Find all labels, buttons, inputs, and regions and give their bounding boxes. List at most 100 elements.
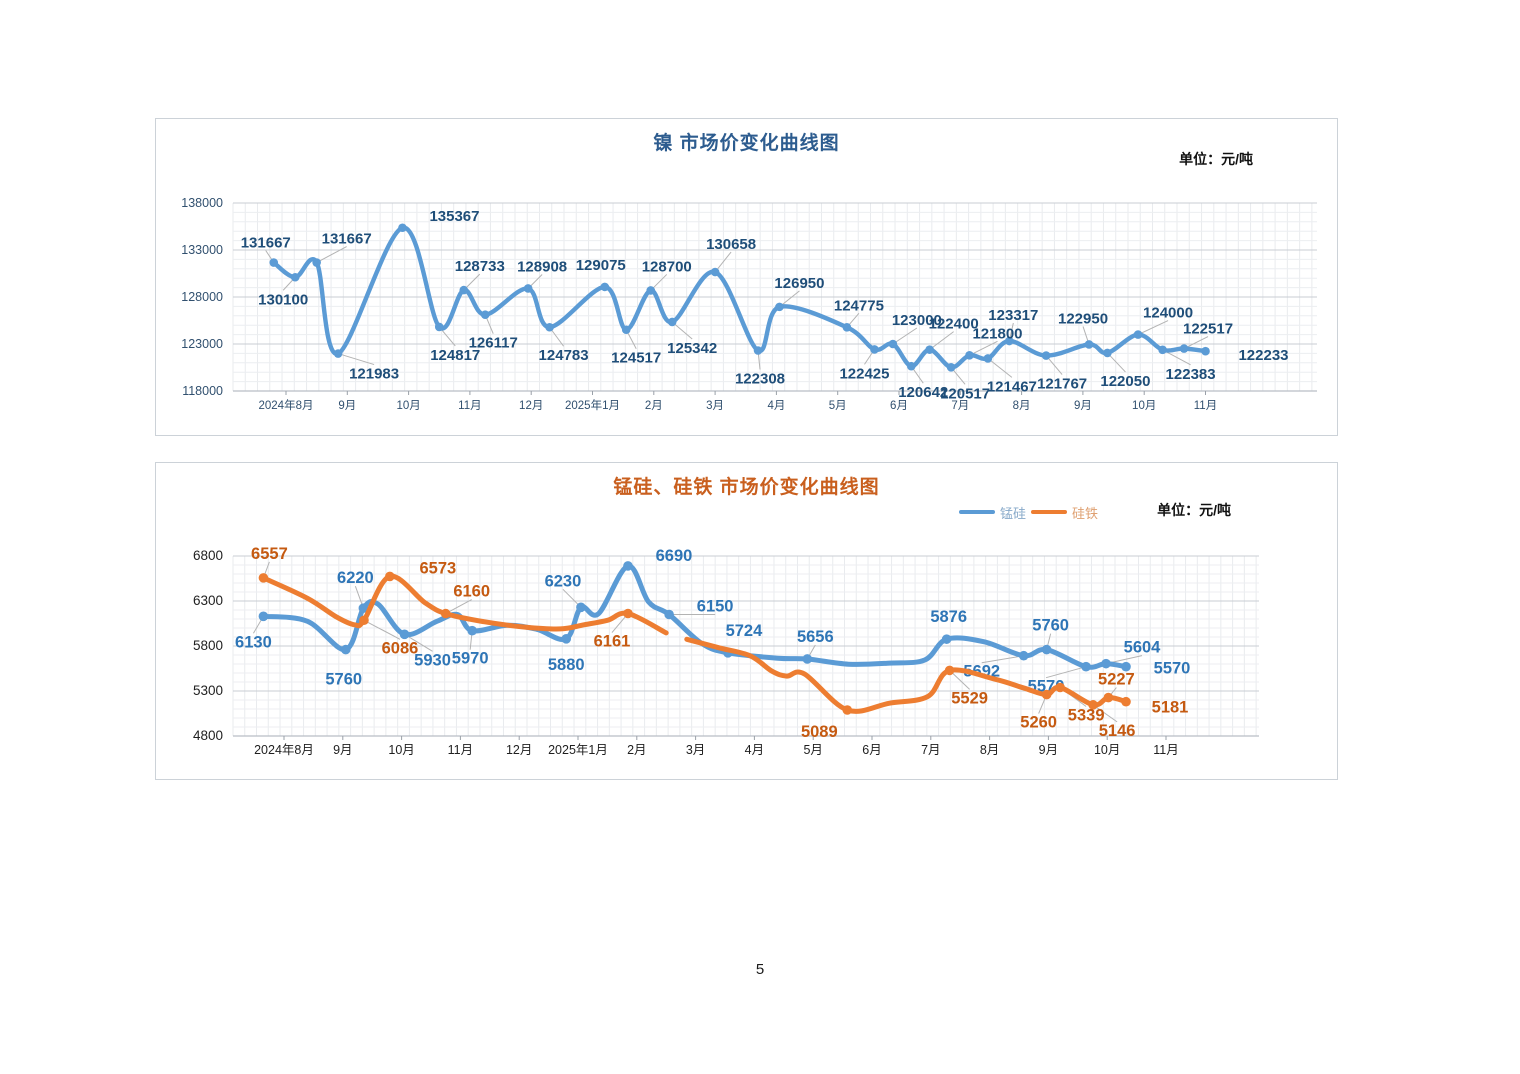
svg-text:121800: 121800 <box>972 325 1022 342</box>
svg-text:5146: 5146 <box>1099 722 1136 740</box>
svg-text:5930: 5930 <box>414 651 451 669</box>
svg-text:3月: 3月 <box>706 400 724 412</box>
svg-text:5260: 5260 <box>1020 714 1057 732</box>
svg-text:4800: 4800 <box>193 728 223 743</box>
svg-text:12月: 12月 <box>519 400 543 412</box>
svg-text:10月: 10月 <box>1094 743 1120 757</box>
svg-text:5339: 5339 <box>1068 706 1105 724</box>
svg-text:133000: 133000 <box>181 243 223 257</box>
svg-text:126950: 126950 <box>774 275 824 292</box>
svg-text:122517: 122517 <box>1183 321 1233 338</box>
svg-text:4月: 4月 <box>767 400 785 412</box>
svg-text:124817: 124817 <box>430 347 480 364</box>
svg-text:5604: 5604 <box>1124 639 1162 657</box>
svg-text:10月: 10月 <box>388 743 414 757</box>
svg-text:128700: 128700 <box>642 258 692 275</box>
svg-text:7月: 7月 <box>951 400 969 412</box>
svg-text:6130: 6130 <box>235 633 272 651</box>
svg-text:122950: 122950 <box>1058 310 1108 327</box>
svg-text:9月: 9月 <box>338 400 356 412</box>
svg-text:135367: 135367 <box>429 208 479 225</box>
svg-text:11月: 11月 <box>1194 400 1217 412</box>
page-number: 5 <box>755 961 765 978</box>
svg-text:12月: 12月 <box>506 743 532 757</box>
svg-text:120642: 120642 <box>898 384 948 401</box>
svg-text:129075: 129075 <box>576 257 626 274</box>
nickel-unit-label: 单位：元/吨 <box>1179 151 1253 167</box>
alloy-chart-plot: 6800 6300 5800 5300 4800 2024年8月 9月 10月 11月 12月 20… <box>193 545 1259 757</box>
svg-text:125342: 125342 <box>667 340 717 357</box>
svg-text:6573: 6573 <box>419 559 456 577</box>
svg-text:11月: 11月 <box>1153 743 1178 757</box>
svg-text:6150: 6150 <box>697 598 734 616</box>
svg-text:123317: 123317 <box>988 307 1038 324</box>
legend-swatch-ferrosilicon <box>1031 510 1068 514</box>
alloy-chart-panel: 6800 6300 5800 5300 4800 2024年8月 9月 10月 11月 12月 20… <box>155 462 1338 780</box>
svg-text:5570: 5570 <box>1154 660 1191 678</box>
svg-text:5月: 5月 <box>829 400 847 412</box>
svg-text:122308: 122308 <box>735 371 785 388</box>
svg-text:124783: 124783 <box>539 347 589 364</box>
legend-label-ferrosilicon: 硅铁 <box>1072 505 1099 521</box>
svg-text:128733: 128733 <box>455 258 505 275</box>
svg-text:9月: 9月 <box>1074 400 1092 412</box>
svg-text:6230: 6230 <box>545 572 582 590</box>
svg-text:5760: 5760 <box>325 671 362 689</box>
svg-text:124775: 124775 <box>834 297 884 314</box>
svg-text:120517: 120517 <box>940 385 990 402</box>
svg-text:124000: 124000 <box>1143 305 1193 322</box>
svg-text:5529: 5529 <box>951 689 988 707</box>
svg-text:5880: 5880 <box>548 656 585 674</box>
svg-text:2025年1月: 2025年1月 <box>565 398 620 412</box>
svg-text:6160: 6160 <box>453 583 490 601</box>
svg-text:5300: 5300 <box>193 683 223 698</box>
svg-text:6086: 6086 <box>382 639 419 657</box>
svg-text:6800: 6800 <box>193 548 223 563</box>
svg-text:130100: 130100 <box>258 291 308 308</box>
svg-text:131667: 131667 <box>322 231 372 248</box>
svg-text:126117: 126117 <box>469 335 518 352</box>
svg-text:122383: 122383 <box>1166 366 1216 383</box>
svg-text:123000: 123000 <box>892 312 942 329</box>
svg-text:130658: 130658 <box>706 236 756 253</box>
svg-text:3月: 3月 <box>686 743 705 757</box>
svg-text:121983: 121983 <box>349 366 399 383</box>
svg-text:6161: 6161 <box>594 633 631 651</box>
svg-text:6220: 6220 <box>337 569 374 587</box>
svg-text:5月: 5月 <box>803 743 822 757</box>
svg-text:6月: 6月 <box>862 743 881 757</box>
svg-text:10月: 10月 <box>396 400 420 412</box>
svg-text:2025年1月: 2025年1月 <box>548 743 608 757</box>
svg-text:123000: 123000 <box>181 337 223 351</box>
svg-text:5181: 5181 <box>1152 699 1189 717</box>
svg-text:121467: 121467 <box>987 378 1037 395</box>
svg-text:122050: 122050 <box>1100 373 1150 390</box>
svg-text:5656: 5656 <box>797 628 834 646</box>
svg-text:5724: 5724 <box>726 622 764 640</box>
svg-text:128000: 128000 <box>181 290 223 304</box>
svg-text:2024年8月: 2024年8月 <box>254 743 314 757</box>
svg-text:122425: 122425 <box>839 365 889 382</box>
svg-text:4月: 4月 <box>745 743 764 757</box>
svg-text:122233: 122233 <box>1238 347 1288 364</box>
svg-text:9月: 9月 <box>333 743 352 757</box>
svg-text:8月: 8月 <box>1013 400 1031 412</box>
svg-text:128908: 128908 <box>517 258 567 275</box>
svg-text:6690: 6690 <box>656 547 693 565</box>
svg-text:10月: 10月 <box>1132 400 1156 412</box>
svg-text:5800: 5800 <box>193 638 223 653</box>
nickel-chart-title: 镍 市场价变化曲线图 <box>653 133 840 154</box>
svg-text:11月: 11月 <box>448 743 473 757</box>
svg-text:5227: 5227 <box>1098 671 1135 689</box>
svg-text:2024年8月: 2024年8月 <box>259 398 314 412</box>
svg-text:5760: 5760 <box>1032 617 1069 635</box>
legend-swatch-manganese-silicon <box>959 510 995 514</box>
nickel-chart-panel: 138000 133000 128000 123000 118000 2024年8月 9月 1… <box>155 118 1338 436</box>
svg-text:9月: 9月 <box>1039 743 1058 757</box>
svg-text:6月: 6月 <box>890 400 908 412</box>
nickel-chart-plot: 138000 133000 128000 123000 118000 2024年8月 9月 1… <box>181 196 1317 412</box>
svg-text:122400: 122400 <box>929 316 979 333</box>
svg-text:6557: 6557 <box>251 545 288 563</box>
svg-text:8月: 8月 <box>980 743 999 757</box>
svg-text:5876: 5876 <box>930 608 967 626</box>
